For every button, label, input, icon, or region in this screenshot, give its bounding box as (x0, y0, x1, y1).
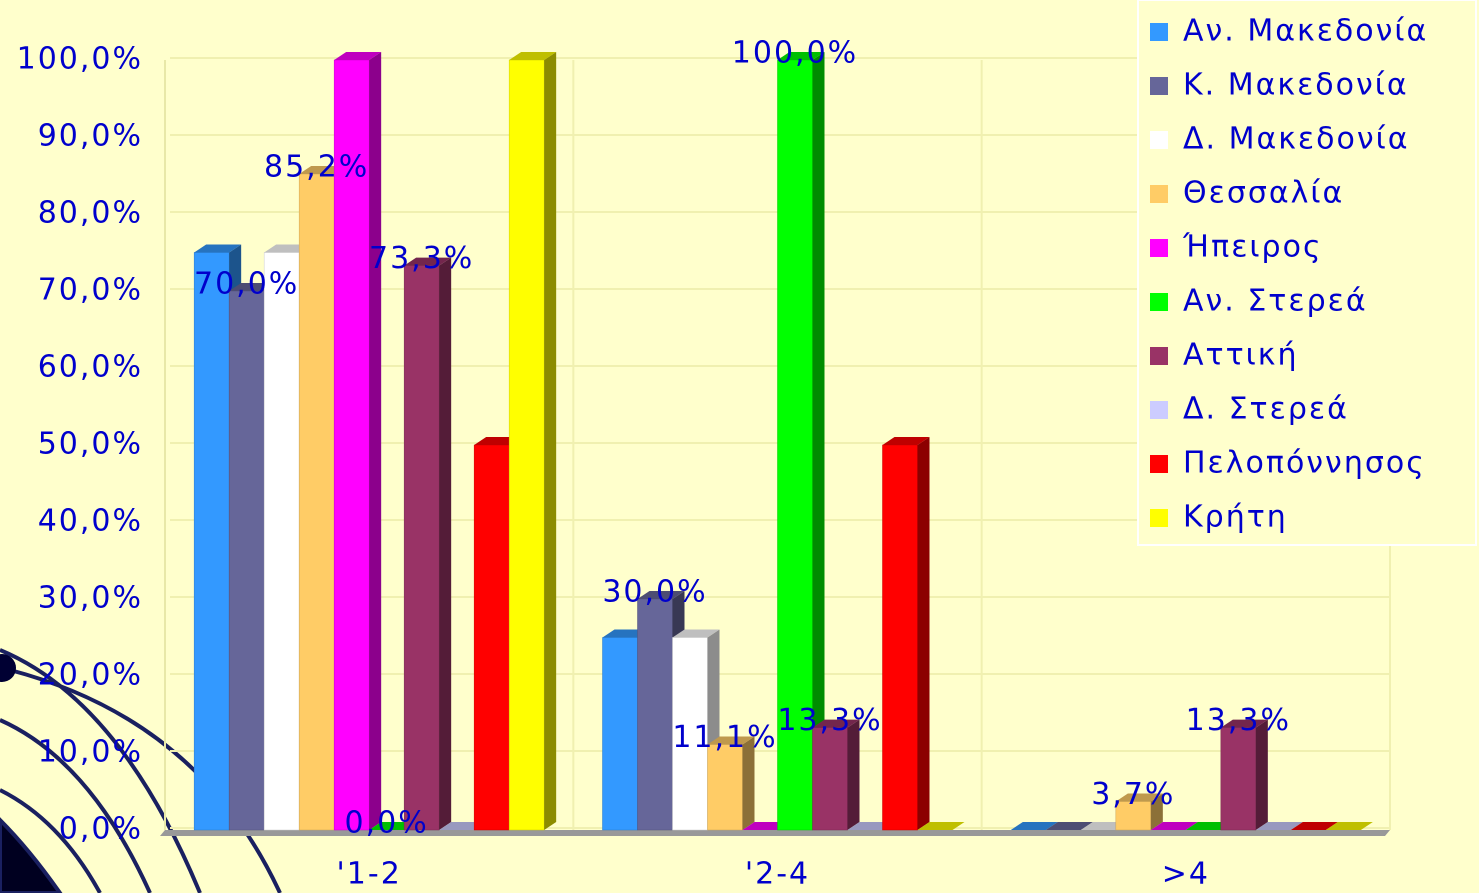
bar (777, 59, 813, 831)
y-tick-label: 50,0% (38, 427, 143, 462)
bar-side (812, 52, 825, 830)
bar-top (707, 736, 755, 745)
y-tick-label: 10,0% (38, 735, 143, 770)
bar (707, 744, 743, 831)
legend-label: Πελοπόννησος (1183, 446, 1426, 481)
x-tick-label: >4 (1162, 857, 1210, 892)
data-label: 11,1% (672, 720, 777, 755)
y-tick-label: 70,0% (38, 273, 143, 308)
bar-top (777, 52, 825, 60)
bar (508, 59, 545, 831)
bar-top (812, 719, 860, 728)
bar-top (882, 437, 930, 445)
legend-swatch (1150, 77, 1168, 95)
decoration-dot (0, 654, 16, 682)
bar-top (334, 52, 382, 60)
bar (672, 637, 708, 831)
bar-top (917, 822, 965, 830)
bar (602, 637, 638, 831)
legend-label: Δ. Στερεά (1183, 392, 1349, 427)
legend-label: Κ. Μακεδονία (1183, 68, 1409, 103)
y-tick-label: 30,0% (38, 581, 143, 616)
bar-top (672, 629, 720, 638)
bar-top (1010, 822, 1058, 830)
data-label: 73,3% (369, 241, 474, 276)
legend-swatch (1150, 401, 1168, 419)
legend-swatch (1150, 185, 1168, 203)
bar-top (1290, 822, 1338, 830)
bar (228, 290, 265, 831)
y-tick-label: 40,0% (38, 504, 143, 539)
data-label: 70,0% (194, 267, 299, 302)
bar-top (1220, 719, 1268, 728)
data-label: 85,2% (264, 149, 369, 184)
y-tick-label: 80,0% (38, 196, 143, 231)
bar (403, 265, 440, 831)
legend-label: Θεσσαλία (1183, 176, 1344, 211)
legend-label: Ήπειρος (1182, 230, 1323, 265)
bar (1220, 727, 1257, 831)
bar-top (404, 257, 452, 266)
data-label: 3,7% (1091, 777, 1175, 812)
bar (298, 173, 335, 831)
bar (193, 252, 230, 831)
bar-side (544, 52, 557, 830)
x-tick-label: '1-2 (337, 857, 402, 892)
y-tick-label: 100,0% (17, 42, 143, 77)
bar (812, 727, 848, 831)
legend-label: Αν. Μακεδονία (1183, 14, 1428, 49)
bar-top (1115, 793, 1163, 802)
bar-side (1150, 793, 1163, 830)
bar-top (1045, 822, 1093, 830)
bar-top (509, 52, 557, 60)
bar (1115, 801, 1152, 831)
bar (263, 252, 300, 831)
y-tick-label: 60,0% (38, 350, 143, 385)
x-tick-label: '2-4 (745, 857, 810, 892)
data-label: 13,3% (1186, 703, 1291, 738)
bar-top (1150, 822, 1198, 830)
bar-side (369, 52, 382, 830)
bar-top (637, 591, 685, 599)
data-label: 30,0% (602, 575, 707, 610)
y-tick-label: 90,0% (38, 119, 143, 154)
bar-side (439, 257, 452, 831)
bar (473, 444, 510, 831)
legend-swatch (1150, 293, 1168, 311)
bar-side (847, 719, 860, 830)
data-label: 100,0% (732, 36, 858, 71)
bar-side (917, 437, 930, 830)
legend-swatch (1150, 131, 1168, 149)
floor (160, 830, 1390, 836)
legend-swatch (1150, 509, 1168, 527)
legend-swatch (1150, 239, 1168, 257)
bar-side (1255, 719, 1268, 830)
data-label: 0,0% (345, 806, 429, 841)
legend-box (1137, 0, 1477, 546)
bar-top (1255, 822, 1303, 830)
legend-swatch (1150, 455, 1168, 473)
legend-swatch (1150, 347, 1168, 365)
bar-side (742, 736, 755, 830)
legend-label: Αν. Στερεά (1183, 284, 1368, 319)
legend-label: Κρήτη (1183, 500, 1288, 535)
y-tick-label: 0,0% (59, 812, 143, 847)
bar-top (1325, 822, 1373, 830)
bar (637, 598, 673, 831)
legend-swatch (1150, 23, 1168, 41)
legend-label: Δ. Μακεδονία (1183, 122, 1410, 157)
legend-label: Αττική (1183, 338, 1299, 373)
y-tick-label: 20,0% (38, 658, 143, 693)
bar-top (194, 244, 242, 253)
bar (882, 444, 918, 831)
data-label: 13,3% (777, 703, 882, 738)
